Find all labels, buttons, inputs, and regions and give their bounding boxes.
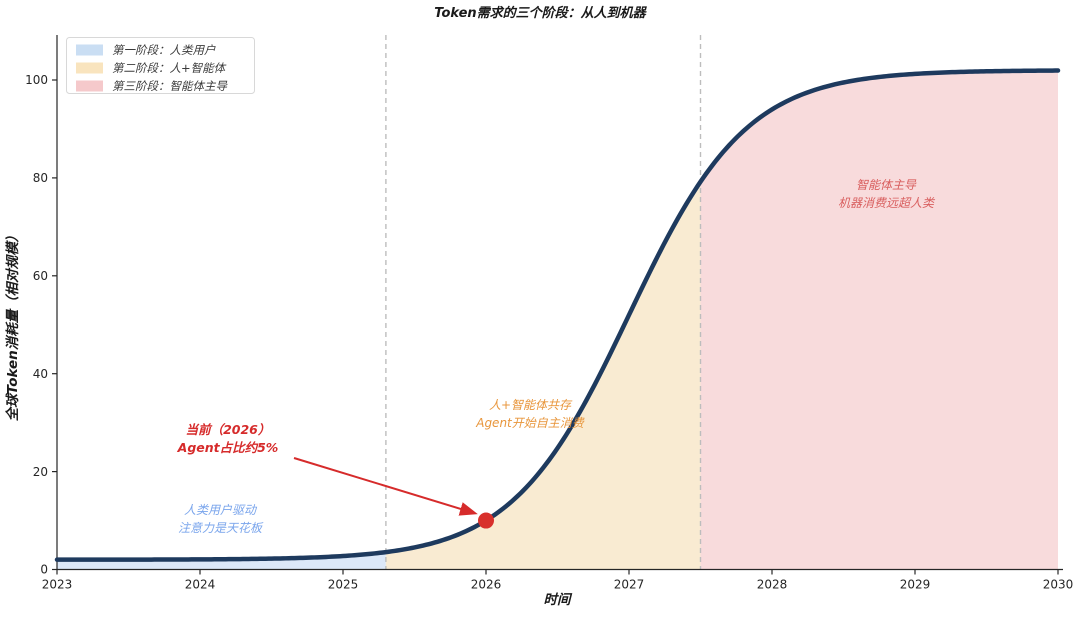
annotation-current-2026: 当前（2026） Agent占比约5% (177, 422, 279, 455)
y-tick-label: 100 (25, 73, 48, 87)
x-tick-label: 2029 (900, 578, 931, 592)
legend: 第一阶段：人类用户 第二阶段：人+智能体 第三阶段：智能体主导 (66, 37, 255, 94)
y-tick-label: 40 (33, 367, 48, 381)
x-tick-label: 2027 (614, 578, 645, 592)
y-tick-label: 0 (40, 563, 48, 577)
legend-label-phase2: 第二阶段：人+智能体 (112, 61, 227, 75)
chart-title: Token需求的三个阶段：从人到机器 (434, 5, 647, 21)
phase-fill-areas (57, 70, 1058, 570)
x-tick-label: 2028 (757, 578, 788, 592)
legend-swatch-phase2 (76, 62, 103, 74)
y-tick-label: 80 (33, 171, 48, 185)
axes: 2023 2024 2025 2026 2027 2028 2029 2030 0 20 40 60 8… (25, 35, 1073, 592)
annotation-phase2-line1: 人+智能体共存 (489, 398, 573, 412)
annotation-phase1-line2: 注意力是天花板 (178, 521, 264, 535)
annotation-phase1-line1: 人类用户驱动 (184, 503, 258, 517)
phase-area-3 (700, 70, 1058, 570)
x-tick-label: 2025 (328, 578, 359, 592)
legend-swatch-phase1 (76, 44, 103, 56)
annotation-phase2-line2: Agent开始自主消费 (475, 416, 585, 430)
x-tick-label: 2030 (1043, 578, 1074, 592)
legend-label-phase1: 第一阶段：人类用户 (112, 43, 216, 57)
x-tick-label: 2024 (185, 578, 216, 592)
annotation-arrow (293, 457, 478, 516)
arrow-line (293, 457, 478, 516)
annotation-phase3: 智能体主导 机器消费远超人类 (838, 178, 936, 210)
token-demand-curve (54, 68, 1061, 562)
y-axis-label: 全球Token消耗量（相对规模） (5, 229, 21, 422)
legend-box (66, 37, 255, 94)
x-tick-label: 2026 (471, 578, 502, 592)
annotation-phase3-line1: 智能体主导 (856, 178, 917, 192)
x-axis-label: 时间 (544, 592, 574, 608)
y-tick-label: 20 (33, 465, 48, 479)
x-tick-label: 2023 (42, 578, 73, 592)
legend-label-phase3: 第三阶段：智能体主导 (112, 79, 228, 93)
phase-boundary-lines (385, 35, 702, 570)
legend-swatch-phase3 (76, 80, 103, 92)
phase-area-2 (385, 181, 701, 570)
current-point-marker (478, 512, 494, 529)
annotation-phase1: 人类用户驱动 注意力是天花板 (178, 503, 264, 535)
annotation-current-line2: Agent占比约5% (177, 440, 279, 455)
annotation-phase3-line2: 机器消费远超人类 (838, 196, 936, 210)
y-tick-label: 60 (33, 269, 48, 283)
annotation-current-line1: 当前（2026） (186, 422, 271, 437)
annotation-phase2: 人+智能体共存 Agent开始自主消费 (475, 398, 585, 430)
